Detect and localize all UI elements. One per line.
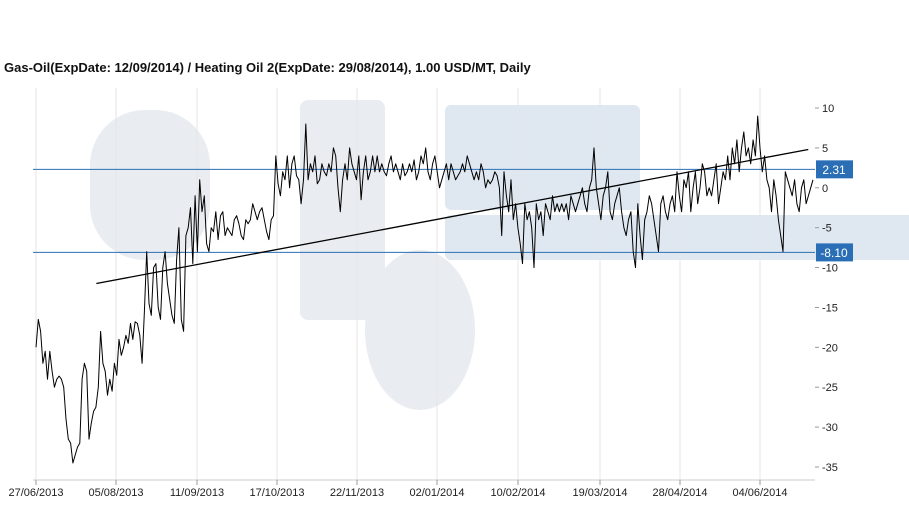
x-axis: 27/06/2013 05/08/2013 11/09/2013 17/10/2013… xyxy=(8,480,788,499)
chart-title: Gas-Oil(ExpDate: 12/09/2014) / Heating O… xyxy=(4,60,531,75)
y-tick-label-2: 0 xyxy=(822,183,828,195)
level-lines xyxy=(33,168,815,253)
x-tick-label-5: 02/01/2014 xyxy=(409,487,464,499)
level-labels: 2.31 -8.10 xyxy=(816,160,853,262)
x-tick-label-6: 10/02/2014 xyxy=(490,487,545,499)
x-tick-label-4: 22/11/2013 xyxy=(330,487,384,499)
level-badge-1 xyxy=(816,243,853,262)
y-tick-label-8: -30 xyxy=(822,422,838,434)
series-line-0 xyxy=(35,115,814,464)
level-label-1: -8.10 xyxy=(820,246,848,260)
level-badge-0 xyxy=(816,160,853,179)
y-tick-label-9: -35 xyxy=(822,462,838,474)
x-tick-label-1: 05/08/2013 xyxy=(88,487,143,499)
x-tick-label-9: 04/06/2014 xyxy=(732,487,787,499)
x-tick-label-2: 11/09/2013 xyxy=(170,487,224,499)
y-tick-label-0: 10 xyxy=(822,103,834,115)
trendline[interactable] xyxy=(96,148,809,285)
y-axis: 10 5 0 -5 -10 -15 -20 -25 -30 -35 xyxy=(815,103,838,474)
y-tick-label-6: -20 xyxy=(822,342,838,354)
y-tick-label-7: -25 xyxy=(822,382,838,394)
y-tick-label-5: -15 xyxy=(822,302,838,314)
grid-lines xyxy=(33,88,815,481)
y-tick-label-3: -5 xyxy=(822,223,832,235)
watermark-logo xyxy=(90,100,909,410)
series-layer xyxy=(35,115,814,464)
y-tick-label-1: 5 xyxy=(822,143,828,155)
x-tick-label-3: 17/10/2013 xyxy=(249,487,304,499)
x-tick-label-0: 27/06/2013 xyxy=(8,487,63,499)
x-tick-label-8: 28/04/2014 xyxy=(652,487,707,499)
trendline-layer xyxy=(96,148,809,285)
x-tick-label-7: 19/03/2014 xyxy=(572,487,627,499)
y-tick-label-4: -10 xyxy=(822,263,838,275)
level-label-0: 2.31 xyxy=(822,163,846,177)
